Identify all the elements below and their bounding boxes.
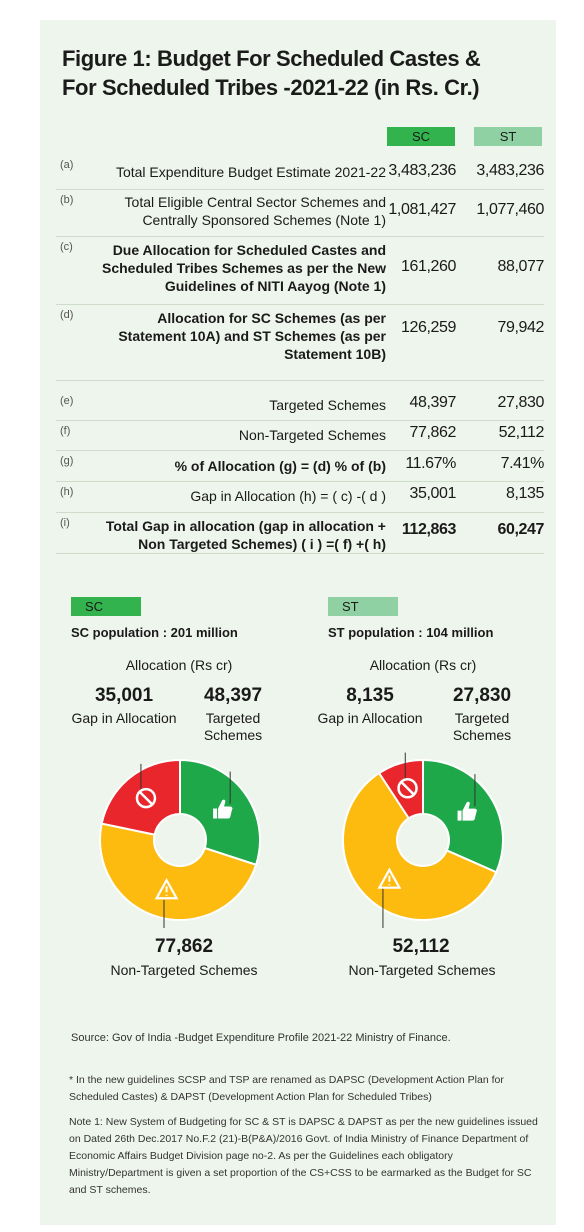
gap-slice — [377, 758, 424, 820]
st-column-header: ST — [474, 127, 542, 146]
sc-non-targeted-value: 77,862 — [154, 936, 214, 957]
sc-targeted-value: 48,397 — [203, 685, 263, 706]
st-value: 88,077 — [497, 258, 544, 275]
footnote-note-1: Note 1: New System of Budgeting for SC &… — [69, 1116, 538, 1196]
st-badge: ST — [328, 597, 398, 616]
row-label: Gap in Allocation (h) = ( c) -( d ) — [190, 488, 386, 504]
st-gap-label: Gap in Allocation — [317, 710, 423, 726]
table-row: (f) Non-Targeted Schemes 77,862 52,112 — [56, 421, 544, 451]
table-row: (g) % of Allocation (g) = (d) % of (b) 11.… — [56, 451, 544, 482]
row-letter: (f) — [60, 425, 71, 437]
row-letter: (e) — [60, 395, 74, 407]
st-non-targeted-value: 52,112 — [392, 936, 450, 957]
no-entry-icon — [397, 778, 418, 799]
source-note: Source: Gov of India -Budget Expenditure… — [71, 1032, 451, 1044]
st-value: 27,830 — [497, 394, 544, 411]
sc-value: 112,863 — [401, 521, 457, 538]
sc-non-targeted-label: Non-Targeted Schemes — [110, 962, 258, 978]
table-row: (b) Total Eligible Central Sector Schemes… — [56, 190, 544, 237]
row-label: Total Gap in allocation (gap in allocati… — [105, 518, 386, 552]
row-label: Total Expenditure Budget Estimate 2021-2… — [115, 164, 386, 180]
sc-gap-label: Gap in Allocation — [71, 710, 177, 726]
sc-gap-value: 35,001 — [94, 685, 154, 706]
st-allocation-title: Allocation (Rs cr) — [369, 657, 477, 673]
st-targeted-value: 27,830 — [452, 685, 512, 706]
warning-icon — [154, 877, 179, 900]
sc-value: 77,862 — [409, 424, 456, 441]
row-label: Due Allocation for Scheduled Castes and … — [102, 242, 386, 294]
non-targeted-slice — [99, 822, 258, 921]
table-row: (h) Gap in Allocation (h) = ( c) -( d ) 35… — [56, 482, 544, 513]
row-letter: (c) — [60, 241, 73, 253]
table-row: (c) Due Allocation for Scheduled Castes a… — [56, 237, 544, 305]
st-population: ST population : 104 million — [328, 625, 494, 640]
sc-targeted-label: Targeted Schemes — [203, 710, 263, 743]
sc-value: 1,081,427 — [388, 201, 456, 218]
st-non-targeted-label: Non-Targeted Schemes — [348, 962, 496, 978]
row-letter: (i) — [60, 517, 70, 529]
st-value: 79,942 — [497, 319, 544, 336]
st-value: 3,483,236 — [476, 162, 544, 179]
sc-donut-chart — [99, 758, 261, 928]
st-value: 52,112 — [498, 424, 545, 441]
st-gap-value: 8,135 — [346, 685, 394, 706]
sc-value: 3,483,236 — [388, 162, 456, 179]
sc-value: 161,260 — [400, 258, 456, 275]
sc-badge: SC — [71, 597, 141, 616]
sc-value: 48,397 — [409, 394, 456, 411]
st-value: 1,077,460 — [476, 201, 544, 218]
row-label: % of Allocation (g) = (d) % of (b) — [174, 458, 386, 474]
row-letter: (g) — [60, 455, 74, 467]
row-letter: (d) — [60, 309, 74, 321]
row-label: Allocation for SC Schemes (as per Statem… — [118, 310, 386, 362]
table-row: (a) Total Expenditure Budget Estimate 202… — [56, 155, 544, 190]
sc-population: SC population : 201 million — [71, 625, 238, 640]
table-row: (i) Total Gap in allocation (gap in alloc… — [56, 513, 544, 554]
title-line-1: Figure 1: Budget For Scheduled Castes & — [62, 46, 481, 71]
figure-title: Figure 1: Budget For Scheduled Castes & … — [62, 44, 532, 102]
row-letter: (h) — [60, 486, 74, 498]
gap-slice — [100, 758, 181, 836]
st-targeted-label: Targeted Schemes — [452, 710, 512, 743]
sc-column-header: SC — [387, 127, 455, 146]
row-label: Targeted Schemes — [269, 397, 386, 413]
st-value: 7.41% — [500, 455, 545, 472]
row-letter: (a) — [60, 159, 74, 171]
st-value: 8,135 — [505, 485, 544, 502]
sc-value: 35,001 — [409, 485, 456, 502]
st-value: 60,247 — [497, 521, 544, 538]
row-label: Non-Targeted Schemes — [238, 427, 386, 443]
no-entry-icon — [135, 787, 157, 809]
thumbs-up-icon — [213, 799, 233, 819]
table-row: (e) Targeted Schemes 48,397 27,830 — [56, 391, 544, 421]
table-row: (d) Allocation for SC Schemes (as per Sta… — [56, 305, 544, 381]
row-label: Total Eligible Central Sector Schemes an… — [124, 194, 386, 228]
figure-panel: Figure 1: Budget For Scheduled Castes & … — [40, 20, 556, 1225]
sc-value: 11.67% — [405, 455, 456, 472]
warning-icon — [377, 867, 402, 889]
sc-value: 126,259 — [400, 319, 456, 336]
row-letter: (b) — [60, 194, 74, 206]
sc-allocation-title: Allocation (Rs cr) — [125, 657, 233, 673]
title-line-2: For Scheduled Tribes -2021-22 (in Rs. Cr… — [62, 75, 480, 100]
footnote-renamed: * In the new guidelines SCSP and TSP are… — [69, 1074, 504, 1103]
st-donut-chart — [342, 752, 504, 928]
thumbs-up-icon — [457, 801, 477, 821]
